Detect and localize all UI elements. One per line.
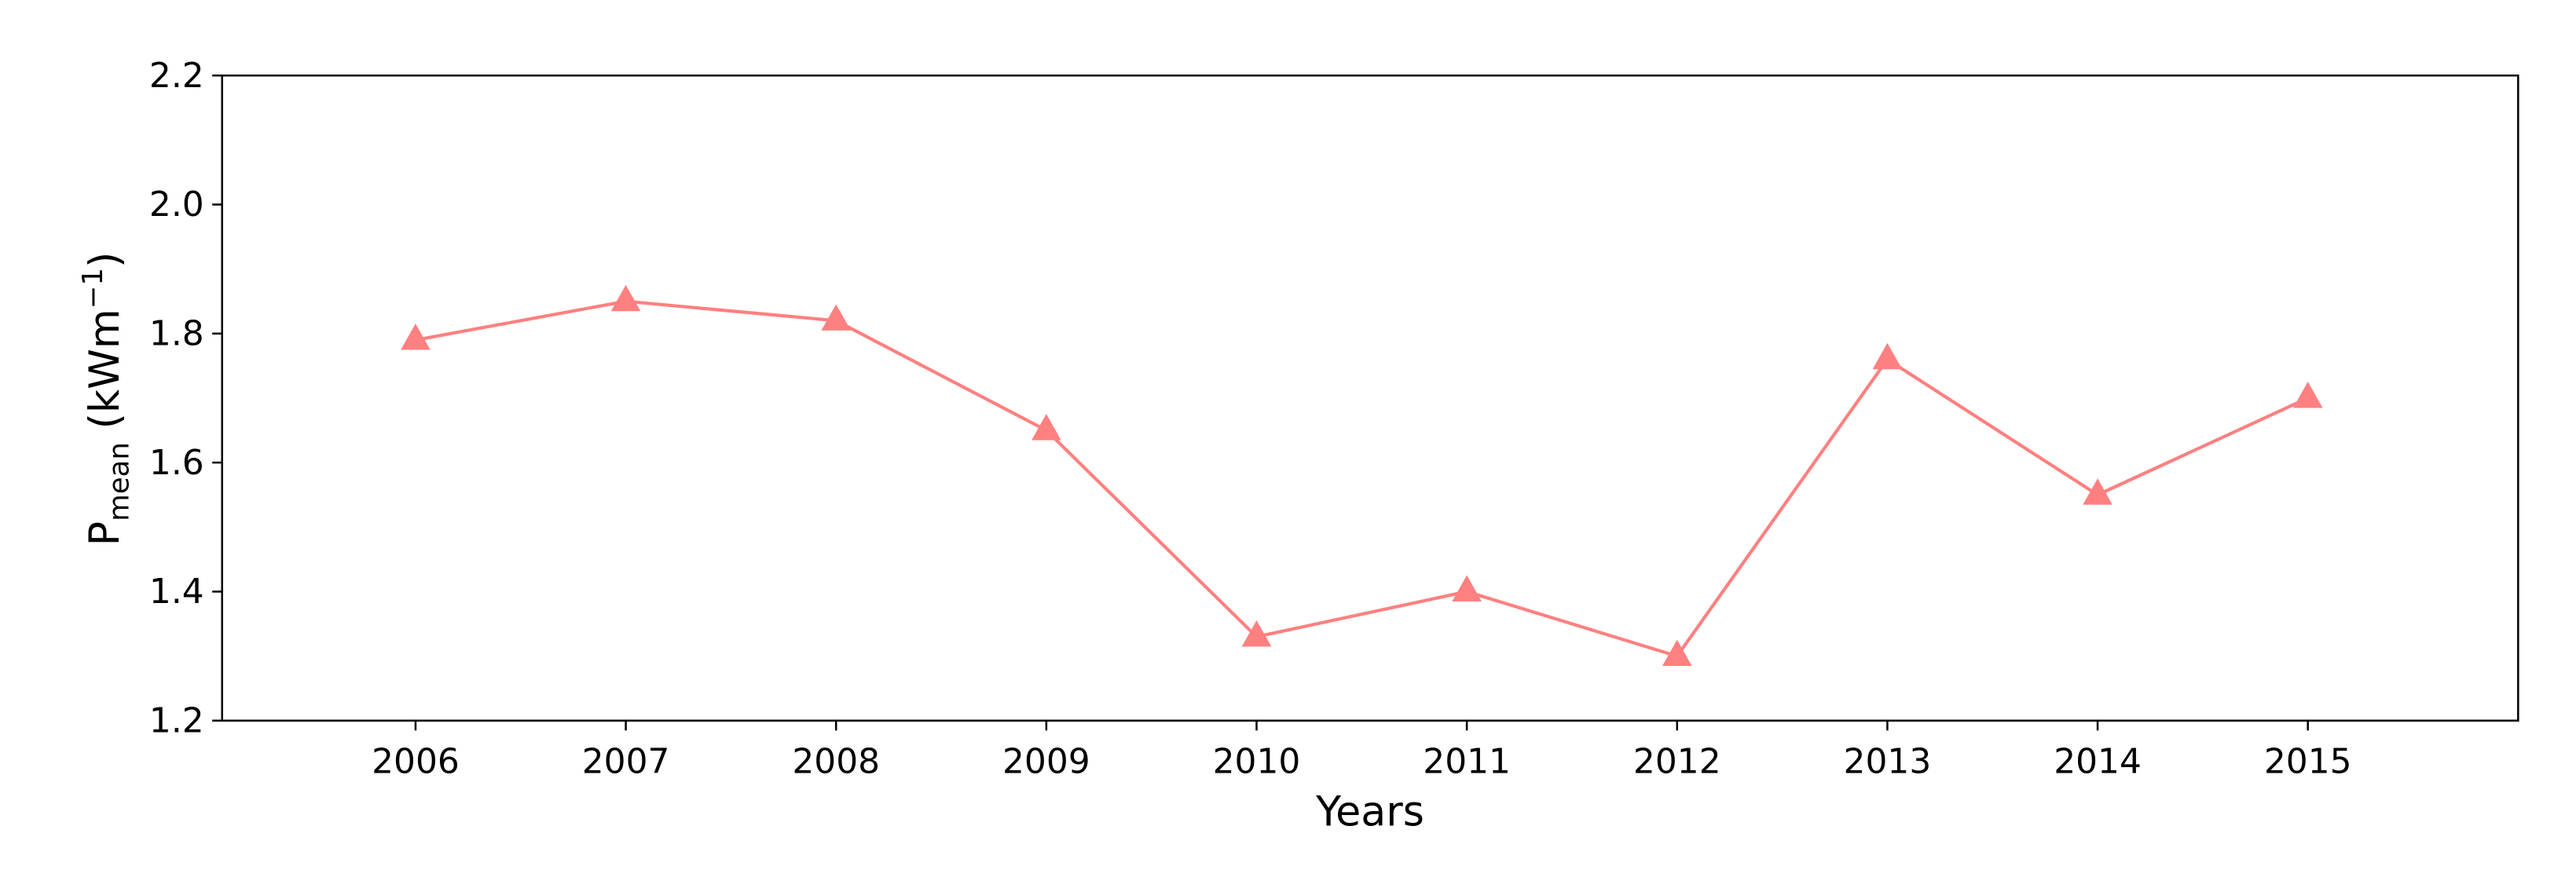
y-axis-label: Pmean (kWm−1) [77, 252, 135, 546]
y-tick-label: 1.8 [149, 313, 204, 353]
marker [2083, 478, 2112, 505]
y-tick-label: 2.2 [149, 56, 204, 96]
marker [1452, 575, 1482, 601]
y-tick-label: 1.6 [149, 443, 204, 483]
x-axis-label: Years [1315, 788, 1424, 836]
x-tick-label: 2007 [582, 742, 670, 782]
x-tick-label: 2009 [1002, 742, 1090, 782]
x-tick-label: 2011 [1423, 742, 1511, 782]
x-tick-label: 2014 [2054, 742, 2142, 782]
marker [821, 304, 852, 331]
marker [1872, 342, 1903, 370]
y-label-sub: mean [104, 442, 136, 521]
marker [1241, 620, 1272, 647]
y-label-sup: −1 [77, 268, 109, 309]
x-tick-label: 2012 [1633, 742, 1721, 782]
y-tick-label: 2.0 [149, 185, 204, 225]
marker [610, 284, 641, 312]
x-tick-label: 2013 [1844, 742, 1932, 782]
x-tick-label: 2015 [2264, 742, 2352, 782]
y-label-part: (kWm [81, 309, 129, 442]
plot-frame [221, 74, 2519, 722]
marker [2292, 382, 2323, 408]
y-tick-label: 1.4 [149, 572, 204, 612]
x-tick-label: 2010 [1213, 742, 1301, 782]
marker [1031, 414, 1061, 440]
y-label-part: ) [81, 252, 129, 268]
y-tick-label: 1.2 [149, 700, 204, 740]
x-tick-label: 2006 [372, 742, 460, 782]
series-line [415, 299, 2309, 659]
marker [1662, 639, 1692, 667]
y-label-part: P [81, 521, 129, 546]
x-tick-label: 2008 [792, 742, 880, 782]
marker [401, 324, 431, 350]
